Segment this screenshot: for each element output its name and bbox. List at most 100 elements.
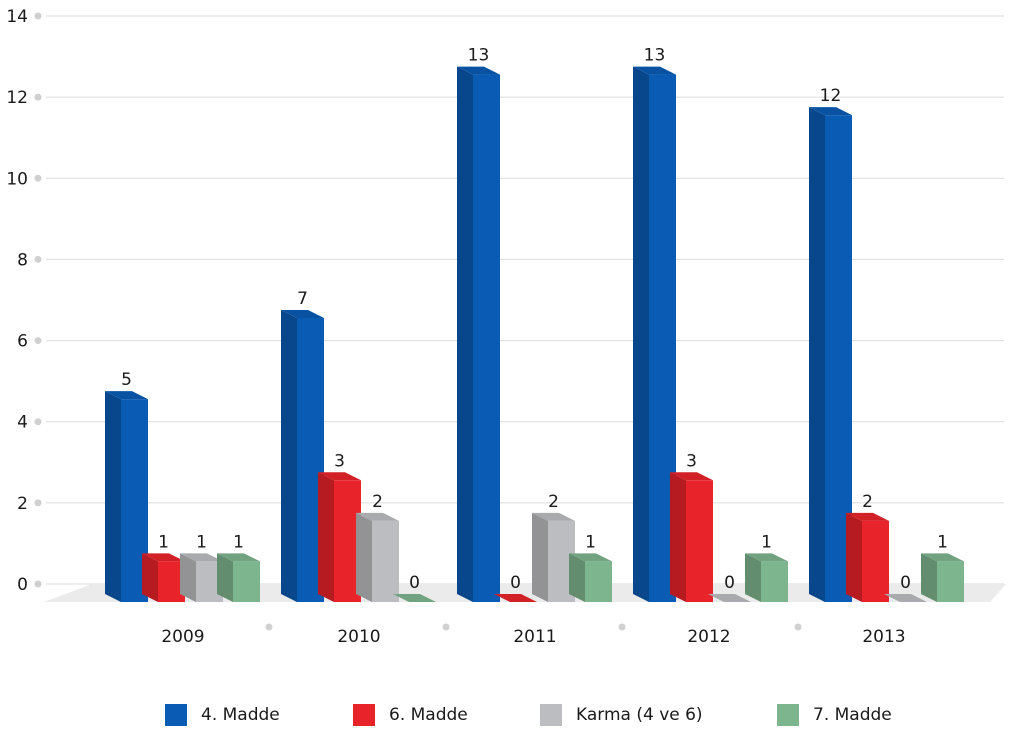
bar-side xyxy=(633,66,649,603)
y-tick-dot xyxy=(34,337,42,345)
data-label: 7 xyxy=(297,289,308,309)
bar-side xyxy=(745,553,761,602)
bar-side xyxy=(457,66,473,603)
data-label: 0 xyxy=(409,573,420,593)
y-tick-dot xyxy=(34,255,42,263)
bar-top xyxy=(809,107,852,116)
bar-top xyxy=(633,66,676,75)
category-separator-dot xyxy=(442,623,450,631)
bar-side xyxy=(318,472,334,602)
y-tick-dot xyxy=(34,93,42,101)
legend-swatch-4-madde xyxy=(165,704,187,726)
bar-side xyxy=(809,107,825,603)
x-tick-label: 2012 xyxy=(687,627,730,647)
y-tick-label: 2 xyxy=(17,494,28,514)
bar-top xyxy=(281,310,324,318)
x-tick-label: 2011 xyxy=(513,627,556,647)
legend-swatch-karma xyxy=(540,704,562,726)
data-label: 1 xyxy=(585,532,596,552)
data-label: 3 xyxy=(334,451,345,471)
bar-side xyxy=(532,512,548,602)
bar-side xyxy=(105,391,121,602)
bar-side xyxy=(670,472,686,602)
category-separator-dot xyxy=(265,623,273,631)
bar-top xyxy=(708,594,751,602)
data-label: 1 xyxy=(233,532,244,552)
bar-top xyxy=(670,472,713,481)
bar-side xyxy=(356,512,372,602)
legend-item-6-madde: 6. Madde xyxy=(353,700,468,730)
data-label: 0 xyxy=(900,573,911,593)
legend: 4. Madde 6. Madde Karma (4 ve 6) 7. Madd… xyxy=(0,700,1019,730)
bar-side xyxy=(569,553,585,602)
legend-label-6-madde: 6. Madde xyxy=(389,705,468,725)
x-tick-label: 2010 xyxy=(337,627,380,647)
y-tick-label: 8 xyxy=(17,250,28,270)
x-tick-label: 2009 xyxy=(161,627,204,647)
data-label: 5 xyxy=(121,370,132,390)
bar-top xyxy=(921,553,964,562)
bar-side xyxy=(142,553,158,602)
bar-top xyxy=(356,512,399,521)
bar-side xyxy=(921,553,937,602)
bar-top xyxy=(142,553,185,562)
legend-item-7-madde: 7. Madde xyxy=(777,700,892,730)
data-label: 1 xyxy=(937,532,948,552)
data-label: 13 xyxy=(644,46,666,66)
x-tick-label: 2013 xyxy=(862,627,905,647)
y-tick-label: 0 xyxy=(17,575,28,595)
bar-top xyxy=(884,594,927,602)
y-tick-dot xyxy=(34,499,42,507)
legend-label-karma: Karma (4 ve 6) xyxy=(576,705,703,725)
bar-top xyxy=(318,472,361,481)
bar xyxy=(233,561,260,602)
bar xyxy=(473,74,500,603)
bar-top xyxy=(180,553,223,562)
y-tick-dot xyxy=(34,580,42,588)
bar-top xyxy=(745,553,788,562)
y-tick-label: 6 xyxy=(17,332,28,352)
legend-item-4-madde: 4. Madde xyxy=(165,700,280,730)
bar xyxy=(862,520,889,602)
bar-top xyxy=(393,594,436,602)
bar-top xyxy=(217,553,260,562)
y-tick-dot xyxy=(34,418,42,426)
bar-top xyxy=(494,594,537,602)
bar xyxy=(585,561,612,602)
legend-label-7-madde: 7. Madde xyxy=(813,705,892,725)
bar xyxy=(372,520,399,602)
data-label: 1 xyxy=(158,532,169,552)
bar-top xyxy=(105,391,148,400)
legend-item-karma: Karma (4 ve 6) xyxy=(540,700,703,730)
data-label: 0 xyxy=(724,573,735,593)
data-label: 0 xyxy=(510,573,521,593)
data-label: 2 xyxy=(862,492,873,512)
y-tick-label: 14 xyxy=(6,7,28,27)
y-tick-label: 12 xyxy=(6,88,28,108)
bar-top xyxy=(457,66,500,75)
y-tick-dot xyxy=(34,12,42,20)
bar-side xyxy=(180,553,196,602)
y-tick-label: 4 xyxy=(17,413,28,433)
bar xyxy=(761,561,788,602)
data-label: 1 xyxy=(761,532,772,552)
y-tick-dot xyxy=(34,174,42,182)
bar-top xyxy=(569,553,612,562)
bar-top xyxy=(532,512,575,521)
data-label: 1 xyxy=(196,532,207,552)
legend-swatch-7-madde xyxy=(777,704,799,726)
bar xyxy=(686,480,713,602)
data-label: 12 xyxy=(820,86,842,106)
data-label: 3 xyxy=(686,451,697,471)
bar-side xyxy=(281,310,297,602)
bar-side xyxy=(846,512,862,602)
category-separator-dot xyxy=(618,623,626,631)
data-label: 2 xyxy=(548,492,559,512)
bar-top xyxy=(846,512,889,521)
legend-label-4-madde: 4. Madde xyxy=(201,705,280,725)
bar xyxy=(937,561,964,602)
category-separator-dot xyxy=(794,623,802,631)
bar-side xyxy=(217,553,233,602)
